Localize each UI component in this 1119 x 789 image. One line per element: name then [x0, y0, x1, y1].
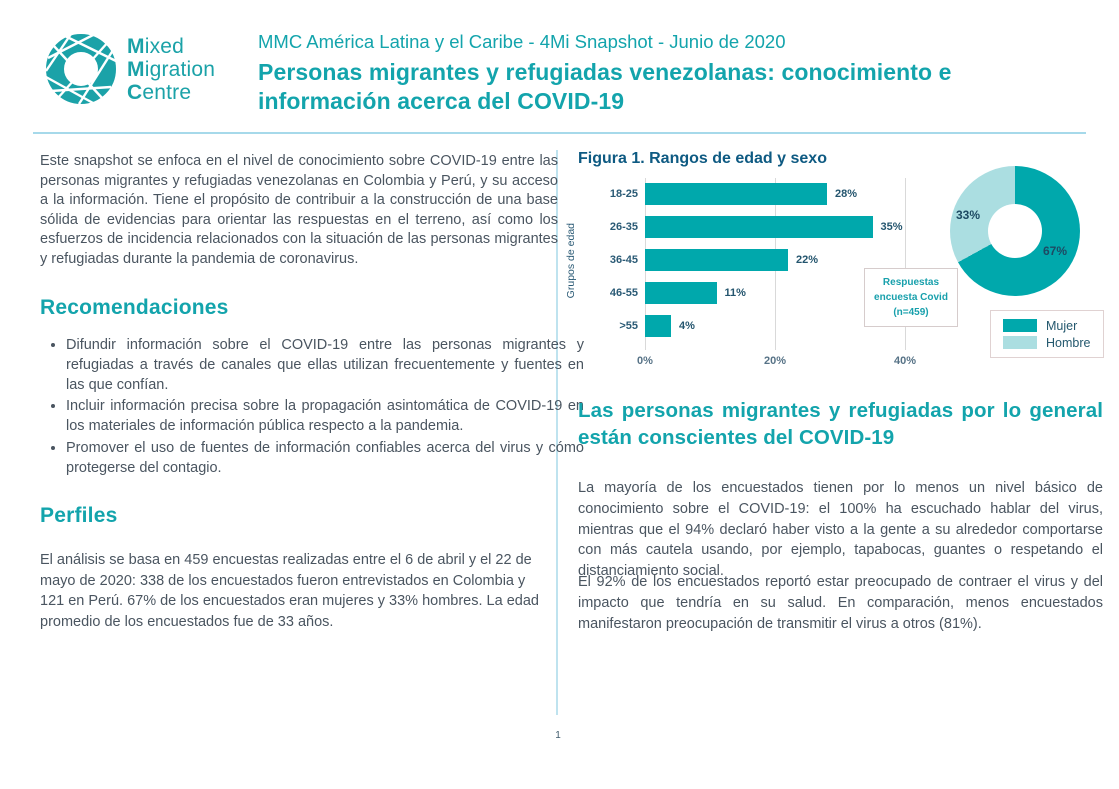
bar	[645, 183, 827, 205]
profiles-heading: Perfiles	[40, 504, 118, 527]
document-kicker: MMC América Latina y el Caribe - 4Mi Sna…	[258, 31, 786, 52]
legend-label: Mujer	[1046, 318, 1078, 333]
bar-value-label: 22%	[796, 254, 819, 266]
bar-value-label: 4%	[679, 320, 695, 332]
hombre-swatch-icon	[1003, 336, 1037, 349]
y-axis-label: Grupos de edad	[565, 222, 577, 299]
donut-label-hombre: 33%	[956, 208, 981, 222]
logo-line: Centre	[127, 81, 192, 104]
mmc-logo-wordmark: Mixed Migration Centre	[127, 33, 215, 104]
age-sex-bar-chart: Grupos de edad 18-25 26-35 36-45 46-55 >55 R…	[565, 178, 968, 378]
recommendation-item: Incluir información precisa sobre la pro…	[66, 397, 584, 437]
sex-donut-chart: 67% 33%	[950, 166, 1080, 296]
bar	[645, 282, 717, 304]
logo-line: Migration	[127, 58, 216, 81]
body-paragraph-1: La mayoría de los encuestados tienen por…	[578, 480, 1103, 580]
column-divider	[556, 150, 558, 715]
bar-categories: 18-25 26-35 36-45 46-55 >55	[596, 178, 638, 343]
legend-row-hombre: Hombre	[1003, 334, 1103, 351]
donut-hole	[988, 204, 1042, 258]
intro-paragraph: Este snapshot se enfoca en el nivel de c…	[40, 153, 558, 267]
bar-category-label: 36-45	[609, 254, 638, 266]
donut-legend: Mujer Hombre	[990, 310, 1104, 358]
figure-title: Figura 1. Rangos de edad y sexo	[578, 150, 827, 167]
page-number: 1	[555, 730, 561, 741]
header-divider	[33, 132, 1086, 134]
bar-category-label: >55	[619, 320, 638, 332]
legend-label: Hombre	[1046, 335, 1091, 350]
mujer-swatch-icon	[1003, 319, 1037, 332]
bar-category-label: 46-55	[609, 287, 638, 299]
bar	[645, 249, 788, 271]
mmc-globe-logo-icon	[45, 33, 117, 105]
recommendations-list: Difundir información sobre el COVID-19 e…	[40, 336, 584, 481]
recommendation-item: Promover el uso de fuentes de informació…	[66, 439, 584, 479]
body-paragraph-2: El 92% de los encuestados reportó estar …	[578, 574, 1103, 632]
gridline	[905, 178, 906, 350]
recommendations-heading: Recomendaciones	[40, 296, 229, 319]
bar-value-label: 35%	[880, 221, 903, 233]
bar-category-label: 26-35	[609, 221, 638, 233]
x-axis-tick-label: 20%	[763, 355, 787, 367]
document-title: Personas migrantes y refugiadas venezola…	[258, 59, 952, 114]
bar	[645, 216, 873, 238]
logo-line: Mixed	[127, 35, 185, 58]
x-axis-tick-label: 40%	[893, 355, 917, 367]
bar-value-label: 11%	[724, 287, 746, 299]
sample-size-annotation: Respuestas encuesta Covid (n=459)	[864, 268, 958, 327]
bar	[645, 315, 671, 337]
section-heading: Las personas migrantes y refugiadas por …	[578, 399, 1103, 449]
bar-plot: Respuestas encuesta Covid (n=459) 0% 20% 4…	[637, 178, 958, 367]
x-axis-tick-label: 0%	[637, 355, 653, 367]
legend-row-mujer: Mujer	[1003, 317, 1103, 334]
bar-value-label: 28%	[835, 188, 858, 200]
recommendation-item: Difundir información sobre el COVID-19 e…	[66, 336, 584, 395]
bar-category-label: 18-25	[609, 188, 638, 200]
mmc-logo: Mixed Migration Centre	[45, 33, 215, 105]
donut-label-mujer: 67%	[1043, 244, 1068, 258]
profiles-paragraph: El análisis se basa en 459 encuestas rea…	[40, 552, 539, 630]
